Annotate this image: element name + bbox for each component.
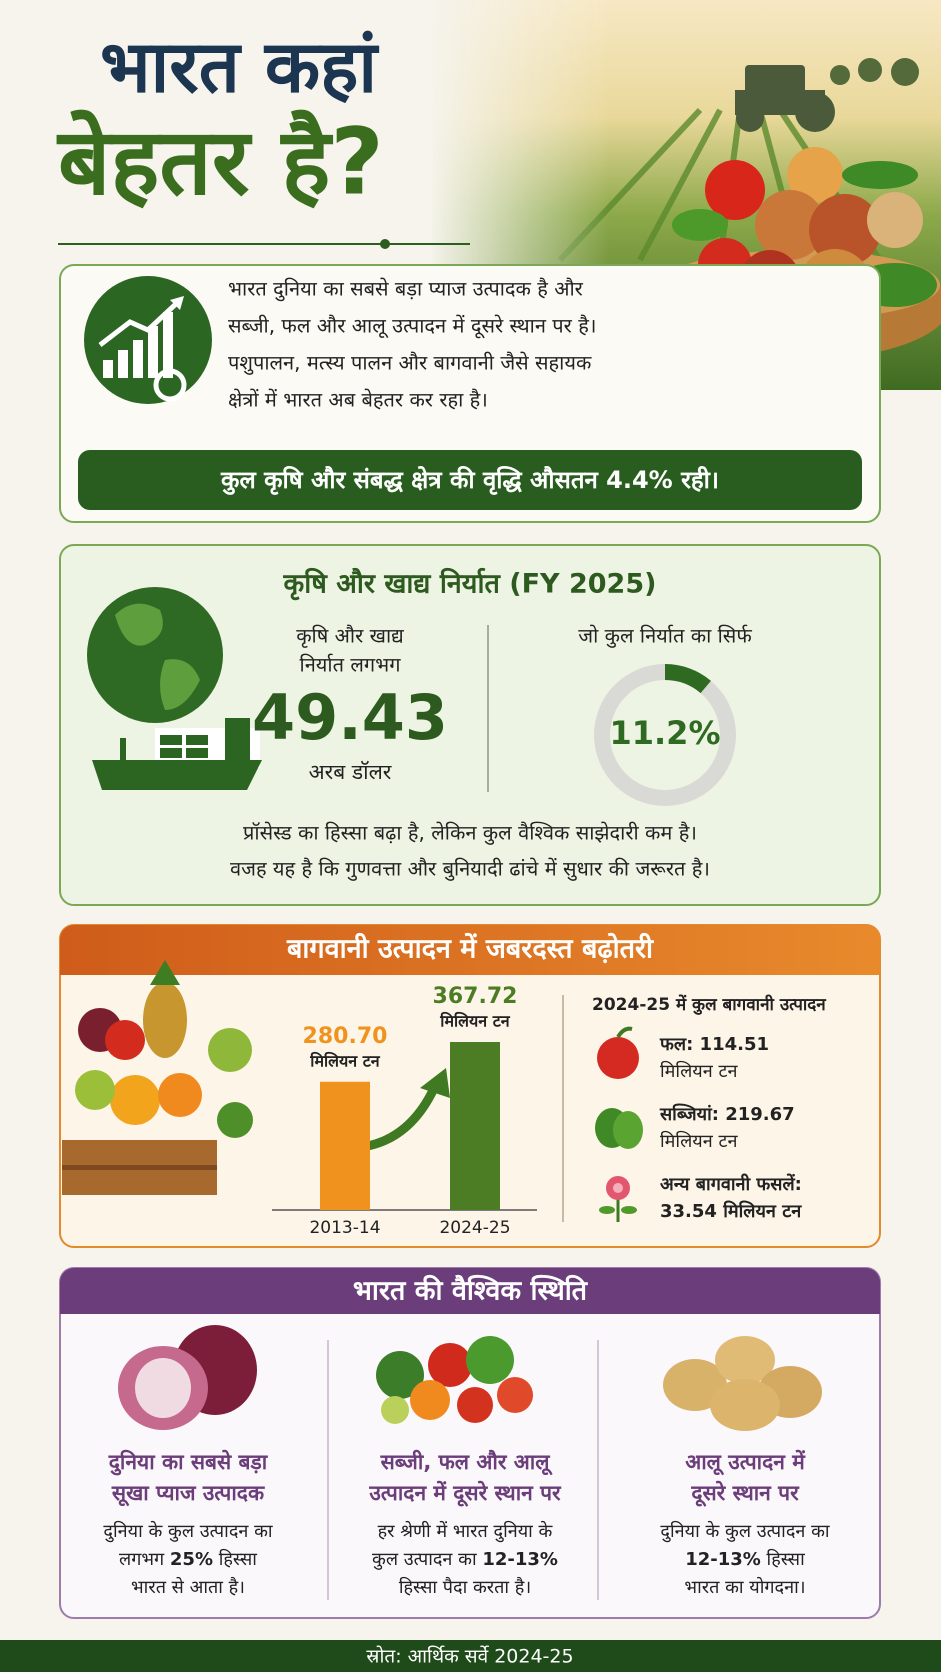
card-heading: आलू उत्पादन में (685, 1449, 806, 1476)
value-label: 367.72 (433, 984, 518, 1009)
breakdown-text: अन्य बागवानी फसलें: (660, 1173, 802, 1195)
breakdown-text: मिलियन टन (660, 1130, 739, 1152)
footer-bar (0, 1640, 941, 1672)
export-label: निर्यात लगभग (300, 653, 402, 677)
card-body: भारत का योगदना। (684, 1576, 805, 1598)
section-title: भारत की वैश्विक स्थिति (353, 1275, 589, 1307)
growth-arrowhead (420, 1068, 450, 1098)
intro-text: पशुपालन, मत्स्य पालन और बागवानी जैसे सहा… (228, 351, 592, 376)
card-body-part: दुनिया के कुल उत्पादन का (660, 1520, 829, 1543)
breakdown-text: 33.54 मिलियन टन (660, 1200, 802, 1222)
export-note: वजह यह है कि गुणवत्ता और बुनियादी ढांचे … (230, 857, 710, 882)
export-note: प्रॉसेस्ड का हिस्सा बढ़ा है, लेकिन कुल व… (243, 821, 697, 846)
x-tick-label: 2013-14 (309, 1218, 380, 1238)
donut-title: जो कुल निर्यात का सिर्फ (578, 624, 752, 649)
vegetables-image (376, 1336, 533, 1424)
card-heading: उत्पादन में दूसरे स्थान पर (368, 1480, 562, 1507)
horticulture-header (60, 925, 880, 975)
global-header (60, 1268, 880, 1314)
breakdown-text: फल: 114.51 (659, 1034, 769, 1055)
export-label: कृषि और खाद्य (296, 624, 404, 649)
highlight-bar (78, 450, 862, 510)
globe-ship-icon (87, 587, 262, 790)
card-heading: सब्जी, फल और आलू (380, 1449, 554, 1476)
fruit-crate (62, 960, 253, 1195)
apple-icon (597, 1026, 639, 1079)
intro-text: भारत दुनिया का सबसे बड़ा प्याज उत्पादक ह… (228, 277, 584, 302)
card-heading: दुनिया का सबसे बड़ा (108, 1449, 269, 1476)
card-body-part: कुल उत्पादन का (372, 1549, 482, 1570)
growth-arrow (366, 1082, 441, 1151)
section-title: बागवानी उत्पादन में जबरदस्त बढ़ोतरी (286, 933, 654, 965)
card-body-part: 25% (170, 1549, 213, 1570)
donut-label: 11.2% (609, 714, 720, 752)
intro-text: क्षेत्रों में भारत अब बेहतर कर रहा है। (228, 388, 488, 412)
card-heading: दूसरे स्थान पर (690, 1480, 800, 1507)
exports-box (59, 544, 881, 906)
breakdown-text: सब्जियां: 219.67 (659, 1103, 795, 1125)
title-line: भारत कहां (100, 25, 379, 109)
card-body: दुनिया के कुल उत्पादन का (660, 1520, 829, 1543)
card-body-part: हर श्रेणी में भारत दुनिया के (378, 1520, 554, 1543)
card-body: दुनिया के कुल उत्पादन का (103, 1520, 272, 1543)
highlight-text: कुल कृषि और संबद्ध क्षेत्र की वृद्धि औसत… (220, 466, 719, 495)
potatoes-image (663, 1336, 822, 1431)
onion-image (118, 1325, 257, 1430)
card-body-part: 12-13% (685, 1549, 761, 1570)
card-body-part: भारत से आता है। (131, 1576, 245, 1598)
card-body-part: हिस्सा पैदा करता है। (399, 1576, 531, 1598)
breakdown-text: मिलियन टन (660, 1060, 739, 1082)
card-body-part: दुनिया के कुल उत्पादन का (103, 1520, 272, 1543)
title-line: बेहतर है? (56, 108, 384, 215)
card-body: लगभग 25% हिस्सा (119, 1548, 257, 1570)
card-body-part: हिस्सा (761, 1548, 805, 1570)
title-rule-dot (380, 239, 390, 249)
card-body: हिस्सा पैदा करता है। (399, 1576, 531, 1598)
donut-segment (664, 664, 711, 694)
card-body-part: 12-13% (482, 1549, 558, 1570)
source: स्रोत: आर्थिक सर्वे 2024-25 (366, 1645, 573, 1668)
card-body-part: लगभग (119, 1549, 170, 1570)
value-label: 280.70 (303, 1024, 388, 1049)
card-body: हर श्रेणी में भारत दुनिया के (378, 1520, 554, 1543)
value-unit: मिलियन टन (439, 1012, 510, 1031)
card-body: 12-13% हिस्सा (685, 1548, 805, 1570)
card-heading: सूखा प्याज उत्पादक (111, 1481, 265, 1507)
card-body: भारत से आता है। (131, 1576, 245, 1598)
capsicum-icon (595, 1108, 643, 1149)
card-body-part: भारत का योगदना। (684, 1576, 805, 1598)
export-value: 49.43 (252, 681, 448, 754)
x-tick-label: 2024-25 (439, 1218, 510, 1238)
intro-text: सब्जी, फल और आलू उत्पादन में दूसरे स्थान… (228, 314, 596, 339)
growth-icon (84, 276, 212, 404)
breakdown-title: 2024-25 में कुल बागवानी उत्पादन (592, 994, 826, 1015)
section-title: कृषि और खाद्य निर्यात (FY 2025) (283, 568, 657, 601)
flower-icon (599, 1176, 637, 1222)
value-unit: मिलियन टन (309, 1051, 380, 1070)
card-body: कुल उत्पादन का 12-13% (372, 1549, 558, 1570)
bar (320, 1081, 370, 1210)
export-unit: अरब डॉलर (309, 760, 392, 784)
bar (450, 1042, 500, 1210)
card-body-part: हिस्सा (213, 1548, 257, 1570)
